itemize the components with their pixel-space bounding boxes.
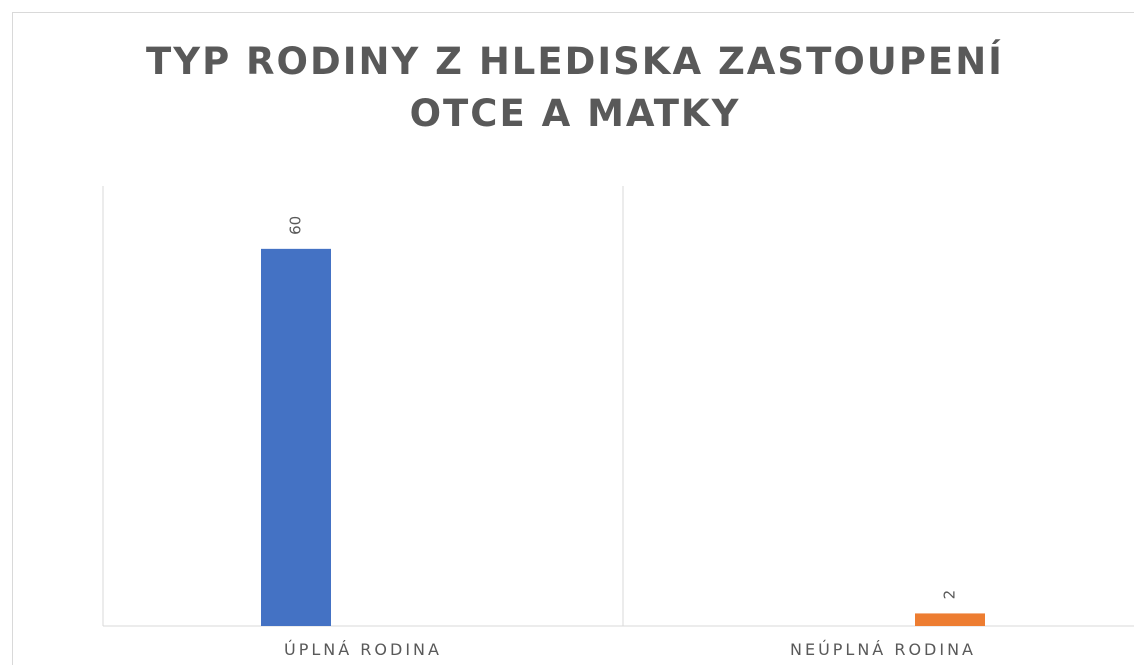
bar: [915, 613, 985, 626]
chart-border: [12, 12, 1134, 665]
data-label: 2: [941, 590, 959, 600]
bar: [261, 248, 331, 626]
chart-title: TYP RODINY Z HLEDISKA ZASTOUPENÍ OTCE A …: [146, 40, 1004, 135]
data-label: 60: [287, 216, 305, 235]
x-tick-label: NEÚPLNÁ RODINA: [790, 640, 976, 659]
x-tick-label: ÚPLNÁ RODINA: [284, 640, 442, 659]
